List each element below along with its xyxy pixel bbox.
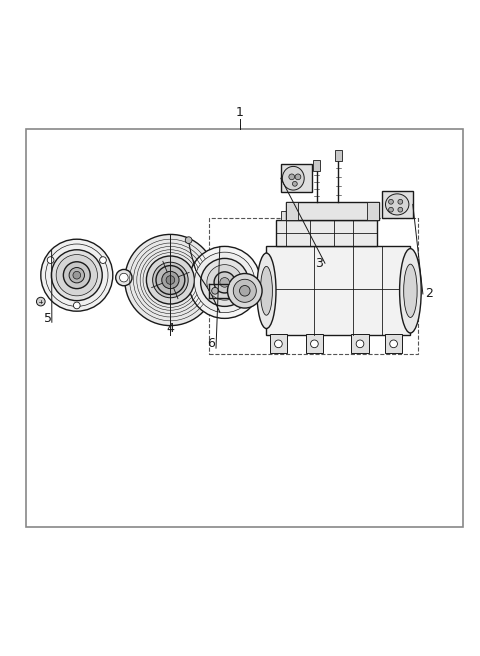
Circle shape: [185, 237, 192, 243]
Circle shape: [146, 256, 194, 304]
Ellipse shape: [292, 182, 297, 186]
Bar: [385, 335, 402, 354]
Bar: [335, 150, 342, 161]
Text: 1: 1: [236, 106, 244, 119]
Ellipse shape: [404, 264, 417, 318]
Ellipse shape: [398, 199, 403, 204]
Circle shape: [51, 250, 102, 300]
Circle shape: [220, 277, 229, 287]
Circle shape: [194, 252, 255, 313]
Bar: [286, 202, 298, 220]
Circle shape: [390, 340, 397, 348]
Ellipse shape: [389, 199, 393, 204]
Bar: [355, 211, 367, 220]
Text: 4: 4: [167, 323, 174, 335]
Circle shape: [120, 274, 128, 282]
Bar: [276, 220, 377, 247]
Bar: [302, 211, 314, 220]
Circle shape: [207, 264, 242, 300]
Circle shape: [166, 276, 175, 284]
Circle shape: [47, 256, 54, 264]
Circle shape: [116, 270, 132, 286]
Bar: [270, 335, 287, 354]
Ellipse shape: [398, 207, 403, 212]
Bar: [329, 211, 341, 220]
Text: 2: 2: [425, 287, 432, 300]
Bar: [286, 202, 379, 220]
Bar: [266, 247, 410, 335]
Ellipse shape: [228, 274, 262, 308]
Circle shape: [275, 340, 282, 348]
Ellipse shape: [261, 266, 273, 316]
Circle shape: [189, 247, 261, 318]
Circle shape: [56, 255, 97, 296]
Ellipse shape: [289, 174, 295, 180]
Circle shape: [162, 272, 179, 289]
Circle shape: [69, 268, 84, 283]
Ellipse shape: [295, 174, 301, 180]
Bar: [281, 211, 293, 220]
Circle shape: [256, 288, 262, 294]
Text: 6: 6: [207, 337, 215, 350]
Bar: [209, 218, 418, 354]
Ellipse shape: [240, 285, 250, 296]
Circle shape: [153, 262, 188, 298]
Bar: [26, 129, 463, 527]
Circle shape: [214, 272, 235, 293]
Ellipse shape: [399, 249, 421, 333]
Ellipse shape: [282, 167, 304, 190]
Circle shape: [73, 272, 81, 279]
Bar: [351, 335, 369, 354]
Text: 3: 3: [315, 256, 323, 270]
Bar: [367, 202, 379, 220]
Circle shape: [156, 266, 185, 295]
Circle shape: [311, 340, 318, 348]
Circle shape: [201, 258, 249, 306]
Text: 5: 5: [44, 312, 52, 325]
Circle shape: [125, 234, 216, 325]
Ellipse shape: [212, 287, 218, 294]
Ellipse shape: [233, 279, 256, 302]
Circle shape: [36, 297, 45, 306]
Circle shape: [100, 256, 107, 264]
Ellipse shape: [389, 207, 393, 212]
Bar: [382, 191, 413, 218]
Circle shape: [41, 239, 113, 311]
Circle shape: [63, 262, 90, 289]
Ellipse shape: [257, 253, 276, 329]
Bar: [281, 164, 312, 192]
Bar: [313, 160, 320, 171]
Circle shape: [73, 302, 80, 309]
Circle shape: [356, 340, 364, 348]
Bar: [306, 335, 323, 354]
Ellipse shape: [385, 194, 409, 215]
